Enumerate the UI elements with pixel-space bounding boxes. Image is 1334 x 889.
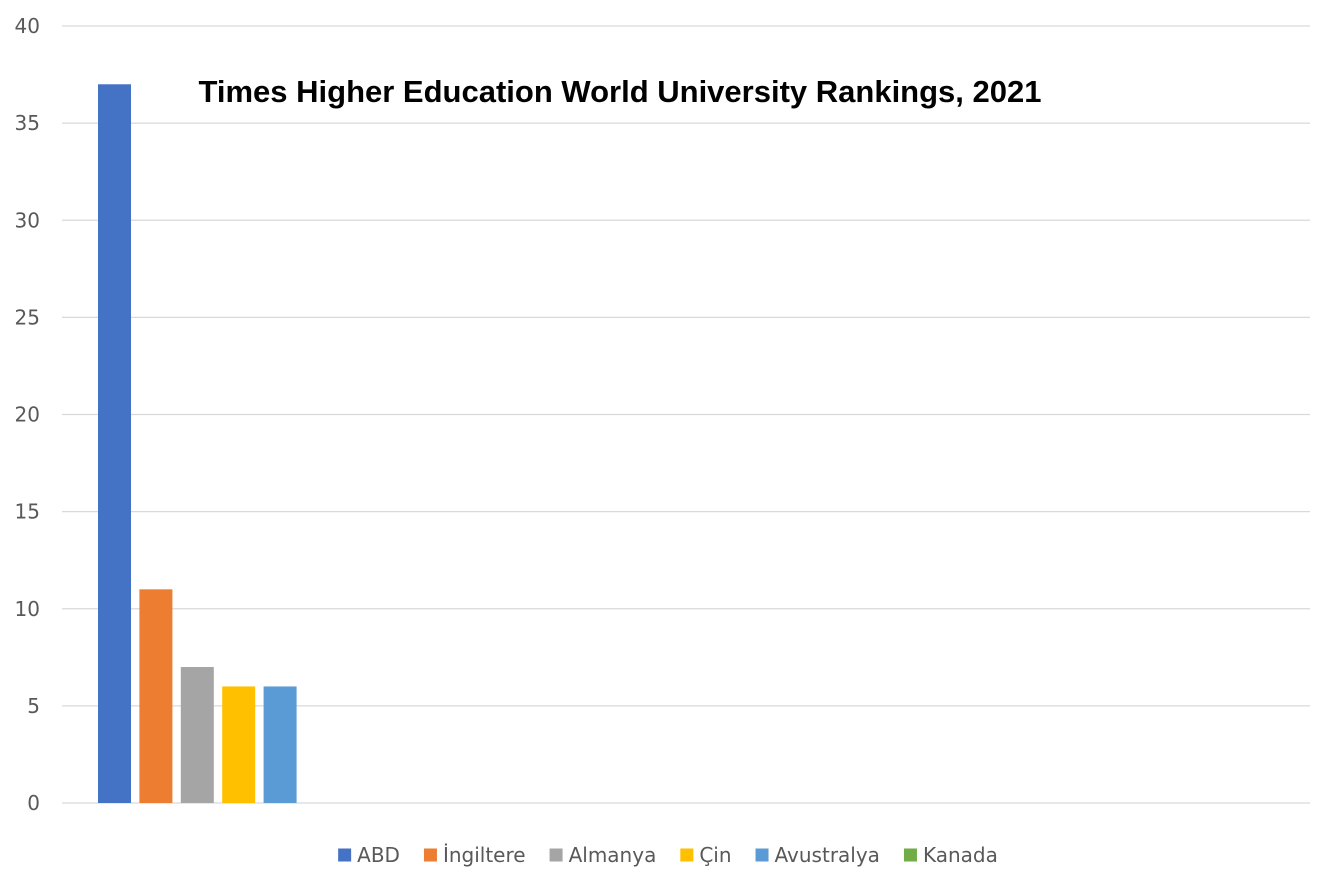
legend-label: Avustralya	[775, 843, 880, 867]
y-axis-tick-labels: 0 5 10 15 20 25 30 35 40	[15, 14, 40, 815]
legend-item-İngiltere: İngiltere	[423, 843, 526, 867]
y-tick-label: 20	[15, 403, 40, 427]
legend-swatch	[903, 848, 917, 862]
chart-title: Times Higher Education World University …	[199, 74, 1042, 109]
legend-label: Almanya	[569, 843, 657, 867]
y-tick-label: 35	[15, 111, 40, 135]
legend-swatch	[423, 848, 437, 862]
y-tick-label: 10	[15, 597, 40, 621]
bar-ABD	[98, 84, 131, 803]
bar-Almanya	[180, 667, 214, 803]
legend-label: Çin	[699, 843, 731, 867]
legend-swatch	[755, 848, 769, 862]
legend-item-Avustralya: Avustralya	[755, 843, 880, 867]
legend: ABD İngiltere Almanya Çin Avustralya Kanada	[338, 843, 998, 867]
legend-item-Kanada: Kanada	[903, 843, 998, 867]
bar-Çin	[222, 686, 256, 803]
y-tick-label: 5	[27, 694, 40, 718]
legend-swatch	[338, 848, 352, 862]
y-tick-label: 15	[15, 500, 40, 524]
legend-item-ABD: ABD	[338, 843, 400, 867]
legend-swatch	[680, 848, 694, 862]
y-tick-label: 0	[27, 791, 40, 815]
legend-item-Çin: Çin	[680, 843, 732, 867]
legend-label: Kanada	[923, 843, 998, 867]
bar-İngiltere	[139, 589, 173, 803]
bars	[98, 84, 297, 803]
legend-swatch	[549, 848, 563, 862]
legend-item-Almanya: Almanya	[549, 843, 657, 867]
bar-Avustralya	[263, 686, 297, 803]
y-tick-label: 40	[15, 14, 40, 38]
legend-label: ABD	[357, 843, 400, 867]
y-tick-label: 25	[15, 305, 40, 329]
y-tick-label: 30	[15, 208, 40, 232]
legend-label: İngiltere	[443, 843, 526, 867]
